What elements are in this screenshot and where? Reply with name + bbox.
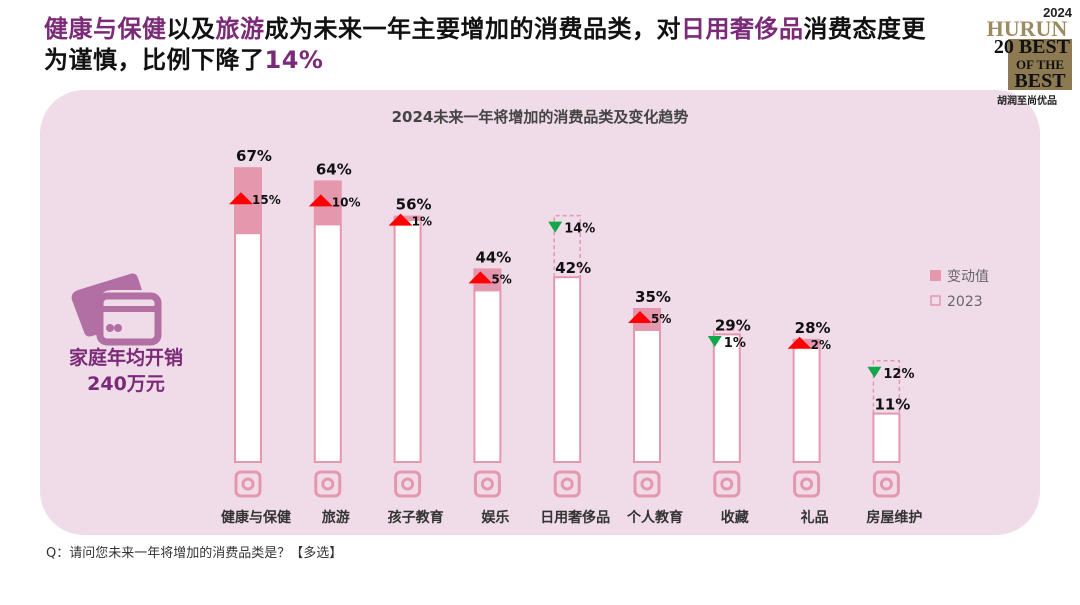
change-label: 5% [651, 312, 671, 326]
gift-icon [793, 470, 821, 498]
value-label: 56% [396, 196, 432, 214]
bar-2023-dashed [713, 329, 741, 335]
up-arrow-icon [787, 336, 812, 349]
down-arrow-icon [867, 366, 882, 378]
bar-2023 [633, 329, 661, 463]
survey-question: Q：请问您未来一年将增加的消费品类是？【多选】 [46, 546, 343, 561]
headline-text: 健康与保健以及旅游成为未来一年主要增加的消费品类，对日用奢侈品消费态度更为谨慎，… [44, 14, 944, 76]
value-label: 42% [555, 259, 591, 277]
up-arrow-icon [388, 213, 413, 226]
headline-part: 消费态度更为谨慎，比例下降了 [44, 15, 926, 74]
value-label: 29% [715, 316, 751, 334]
legend-label: 变动值 [947, 269, 989, 285]
house-icon [872, 470, 900, 498]
bar-2023-dashed [553, 214, 581, 278]
value-label: 28% [795, 319, 831, 337]
category-label: 旅游 [322, 509, 350, 526]
household-spend: 家庭年均开销 240万元 [46, 345, 206, 397]
bar-2023 [313, 223, 342, 463]
value-label: 44% [475, 248, 511, 266]
category-label: 日用奢侈品 [540, 509, 610, 526]
bar-2023 [473, 289, 502, 463]
bar-2023-dashed [872, 360, 901, 414]
category-label: 个人教育 [626, 509, 683, 526]
logo-cn: 胡润至尚优品 [997, 96, 1057, 107]
change-label: 14% [564, 222, 595, 237]
category-label: 孩子教育 [388, 509, 444, 526]
bar-2023 [234, 232, 262, 463]
up-arrow-icon [468, 271, 493, 284]
headline-part: 成为未来一年主要增加的消费品类，对 [264, 15, 681, 43]
change-label: 15% [252, 193, 281, 207]
headline-part: 健康与保健 [44, 15, 167, 43]
value-label: 67% [236, 147, 272, 165]
glasses-book-icon [633, 470, 661, 498]
bar-change [393, 215, 422, 220]
bar-2023 [792, 346, 821, 464]
chart-title: 2024未来一年将增加的消费品类及变化趋势 [391, 108, 689, 126]
category-label: 收藏 [721, 509, 749, 526]
change-label: 5% [491, 272, 511, 286]
hurun-logo: 2024 HURUN 20 BEST OF THE BEST 胡润至尚优品 [978, 6, 1076, 112]
category-label: 房屋维护 [866, 509, 922, 526]
category-label: 礼品 [801, 509, 829, 526]
category-label: 娱乐 [481, 509, 509, 526]
bar-2023 [393, 219, 422, 463]
legend-swatch-2023 [930, 295, 941, 306]
health-cart-icon [234, 470, 262, 498]
value-label: 64% [316, 160, 352, 178]
change-label: 2% [811, 338, 831, 352]
value-label: 35% [635, 288, 671, 306]
value-label: 11% [874, 396, 910, 414]
logo-year: 2024 [1043, 5, 1072, 20]
logo-best: 20 BEST OF THE BEST [993, 36, 1072, 92]
headline-part: 旅游 [215, 15, 265, 43]
change-label: 12% [883, 367, 914, 382]
music-note-icon [473, 470, 501, 498]
headline-part: 14% [264, 46, 324, 74]
up-arrow-icon [628, 311, 652, 323]
down-arrow-icon [548, 221, 563, 233]
credit-card-icon [71, 273, 162, 346]
spend-label: 家庭年均开销 [68, 347, 183, 369]
down-arrow-icon [707, 336, 722, 347]
spend-value: 240万元 [87, 373, 165, 395]
headline-part: 以及 [166, 15, 216, 43]
beach-chair-icon [314, 470, 342, 498]
change-label: 1% [412, 215, 432, 229]
legend-label: 2023 [947, 294, 983, 310]
category-label: 健康与保健 [221, 509, 291, 526]
painting-easel-icon [713, 470, 741, 498]
change-label: 10% [332, 195, 361, 209]
watch-icon [553, 470, 581, 498]
bar-2024 [553, 276, 582, 464]
up-arrow-icon [308, 194, 333, 207]
up-arrow-icon [229, 192, 253, 205]
reading-child-icon [394, 470, 422, 498]
legend-swatch-change [930, 270, 941, 281]
bar-2024 [872, 412, 901, 464]
headline-part: 日用奢侈品 [681, 15, 804, 43]
change-label: 1% [724, 336, 746, 351]
headline: 健康与保健以及旅游成为未来一年主要增加的消费品类，对日用奢侈品消费态度更为谨慎，… [44, 14, 944, 76]
bar-change [792, 338, 821, 348]
bar-2024 [712, 333, 741, 463]
logo-brand: HURUN [986, 16, 1068, 41]
